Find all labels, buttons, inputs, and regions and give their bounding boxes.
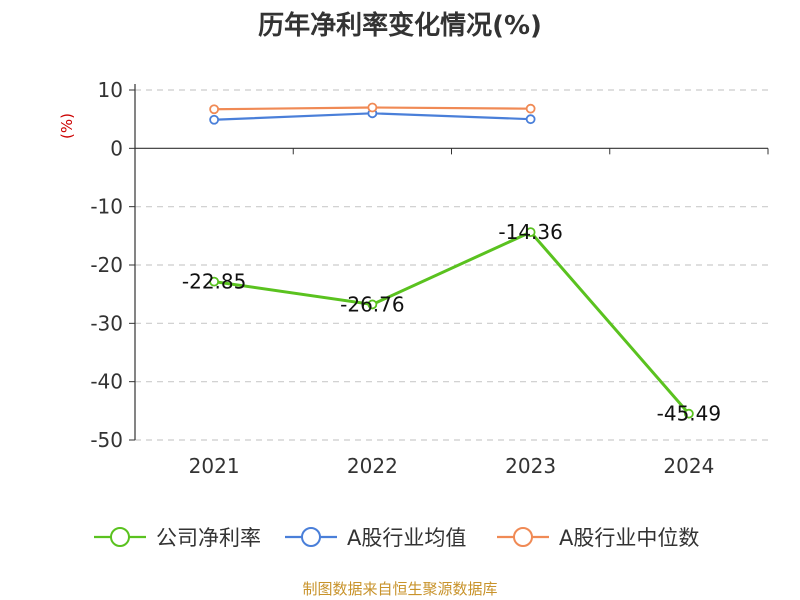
- x-tick-label: 2021: [189, 454, 240, 478]
- data-label: -14.36: [498, 220, 562, 244]
- y-tick-label: -50: [90, 428, 123, 452]
- y-tick-label: 10: [98, 78, 123, 102]
- y-axis-unit: (%): [58, 113, 76, 139]
- data-point[interactable]: [209, 114, 220, 125]
- series-line: [213, 230, 691, 415]
- legend-label: A股行业均值: [347, 526, 466, 550]
- y-tick-label: -30: [90, 311, 123, 335]
- legend-swatch-marker: [513, 527, 533, 547]
- data-label: -26.76: [340, 292, 404, 316]
- data-label: -45.49: [657, 402, 721, 426]
- x-tick-label: 2023: [505, 454, 556, 478]
- x-tick-label: 2022: [347, 454, 398, 478]
- legend-item[interactable]: A股行业均值: [285, 526, 466, 550]
- legend-swatch-marker: [110, 527, 130, 547]
- x-tick-label: 2024: [663, 454, 714, 478]
- data-point[interactable]: [367, 102, 378, 113]
- series-lines: [209, 102, 694, 419]
- chart-title: 历年净利率变化情况(%): [258, 10, 542, 41]
- data-point[interactable]: [525, 103, 536, 114]
- data-point[interactable]: [525, 227, 536, 238]
- y-tick-label: 0: [110, 136, 123, 160]
- axes: 10 0 -10 -20 -30 -40 -50 2021 2022 2023 2024: [90, 78, 769, 478]
- data-point[interactable]: [367, 299, 378, 310]
- data-point[interactable]: [525, 114, 536, 125]
- legend-label: A股行业中位数: [559, 526, 699, 550]
- data-point[interactable]: [209, 104, 220, 115]
- y-tick-label: -20: [90, 253, 123, 277]
- y-tick-label: -40: [90, 370, 123, 394]
- data-point[interactable]: [683, 408, 694, 419]
- legend-swatch-marker: [301, 527, 321, 547]
- data-point[interactable]: [209, 276, 220, 287]
- legend[interactable]: 公司净利率 A股行业均值 A股行业中位数: [94, 526, 699, 550]
- legend-item[interactable]: 公司净利率: [94, 526, 261, 550]
- source-footer: 制图数据来自恒生聚源数据库: [302, 580, 497, 598]
- y-tick-label: -10: [90, 195, 123, 219]
- data-label: -22.85: [182, 270, 246, 294]
- data-labels: -22.85 -26.76 -14.36 -45.49: [182, 220, 721, 426]
- legend-label: 公司净利率: [156, 526, 261, 550]
- legend-item[interactable]: A股行业中位数: [497, 526, 699, 550]
- grid-lines: [135, 89, 768, 441]
